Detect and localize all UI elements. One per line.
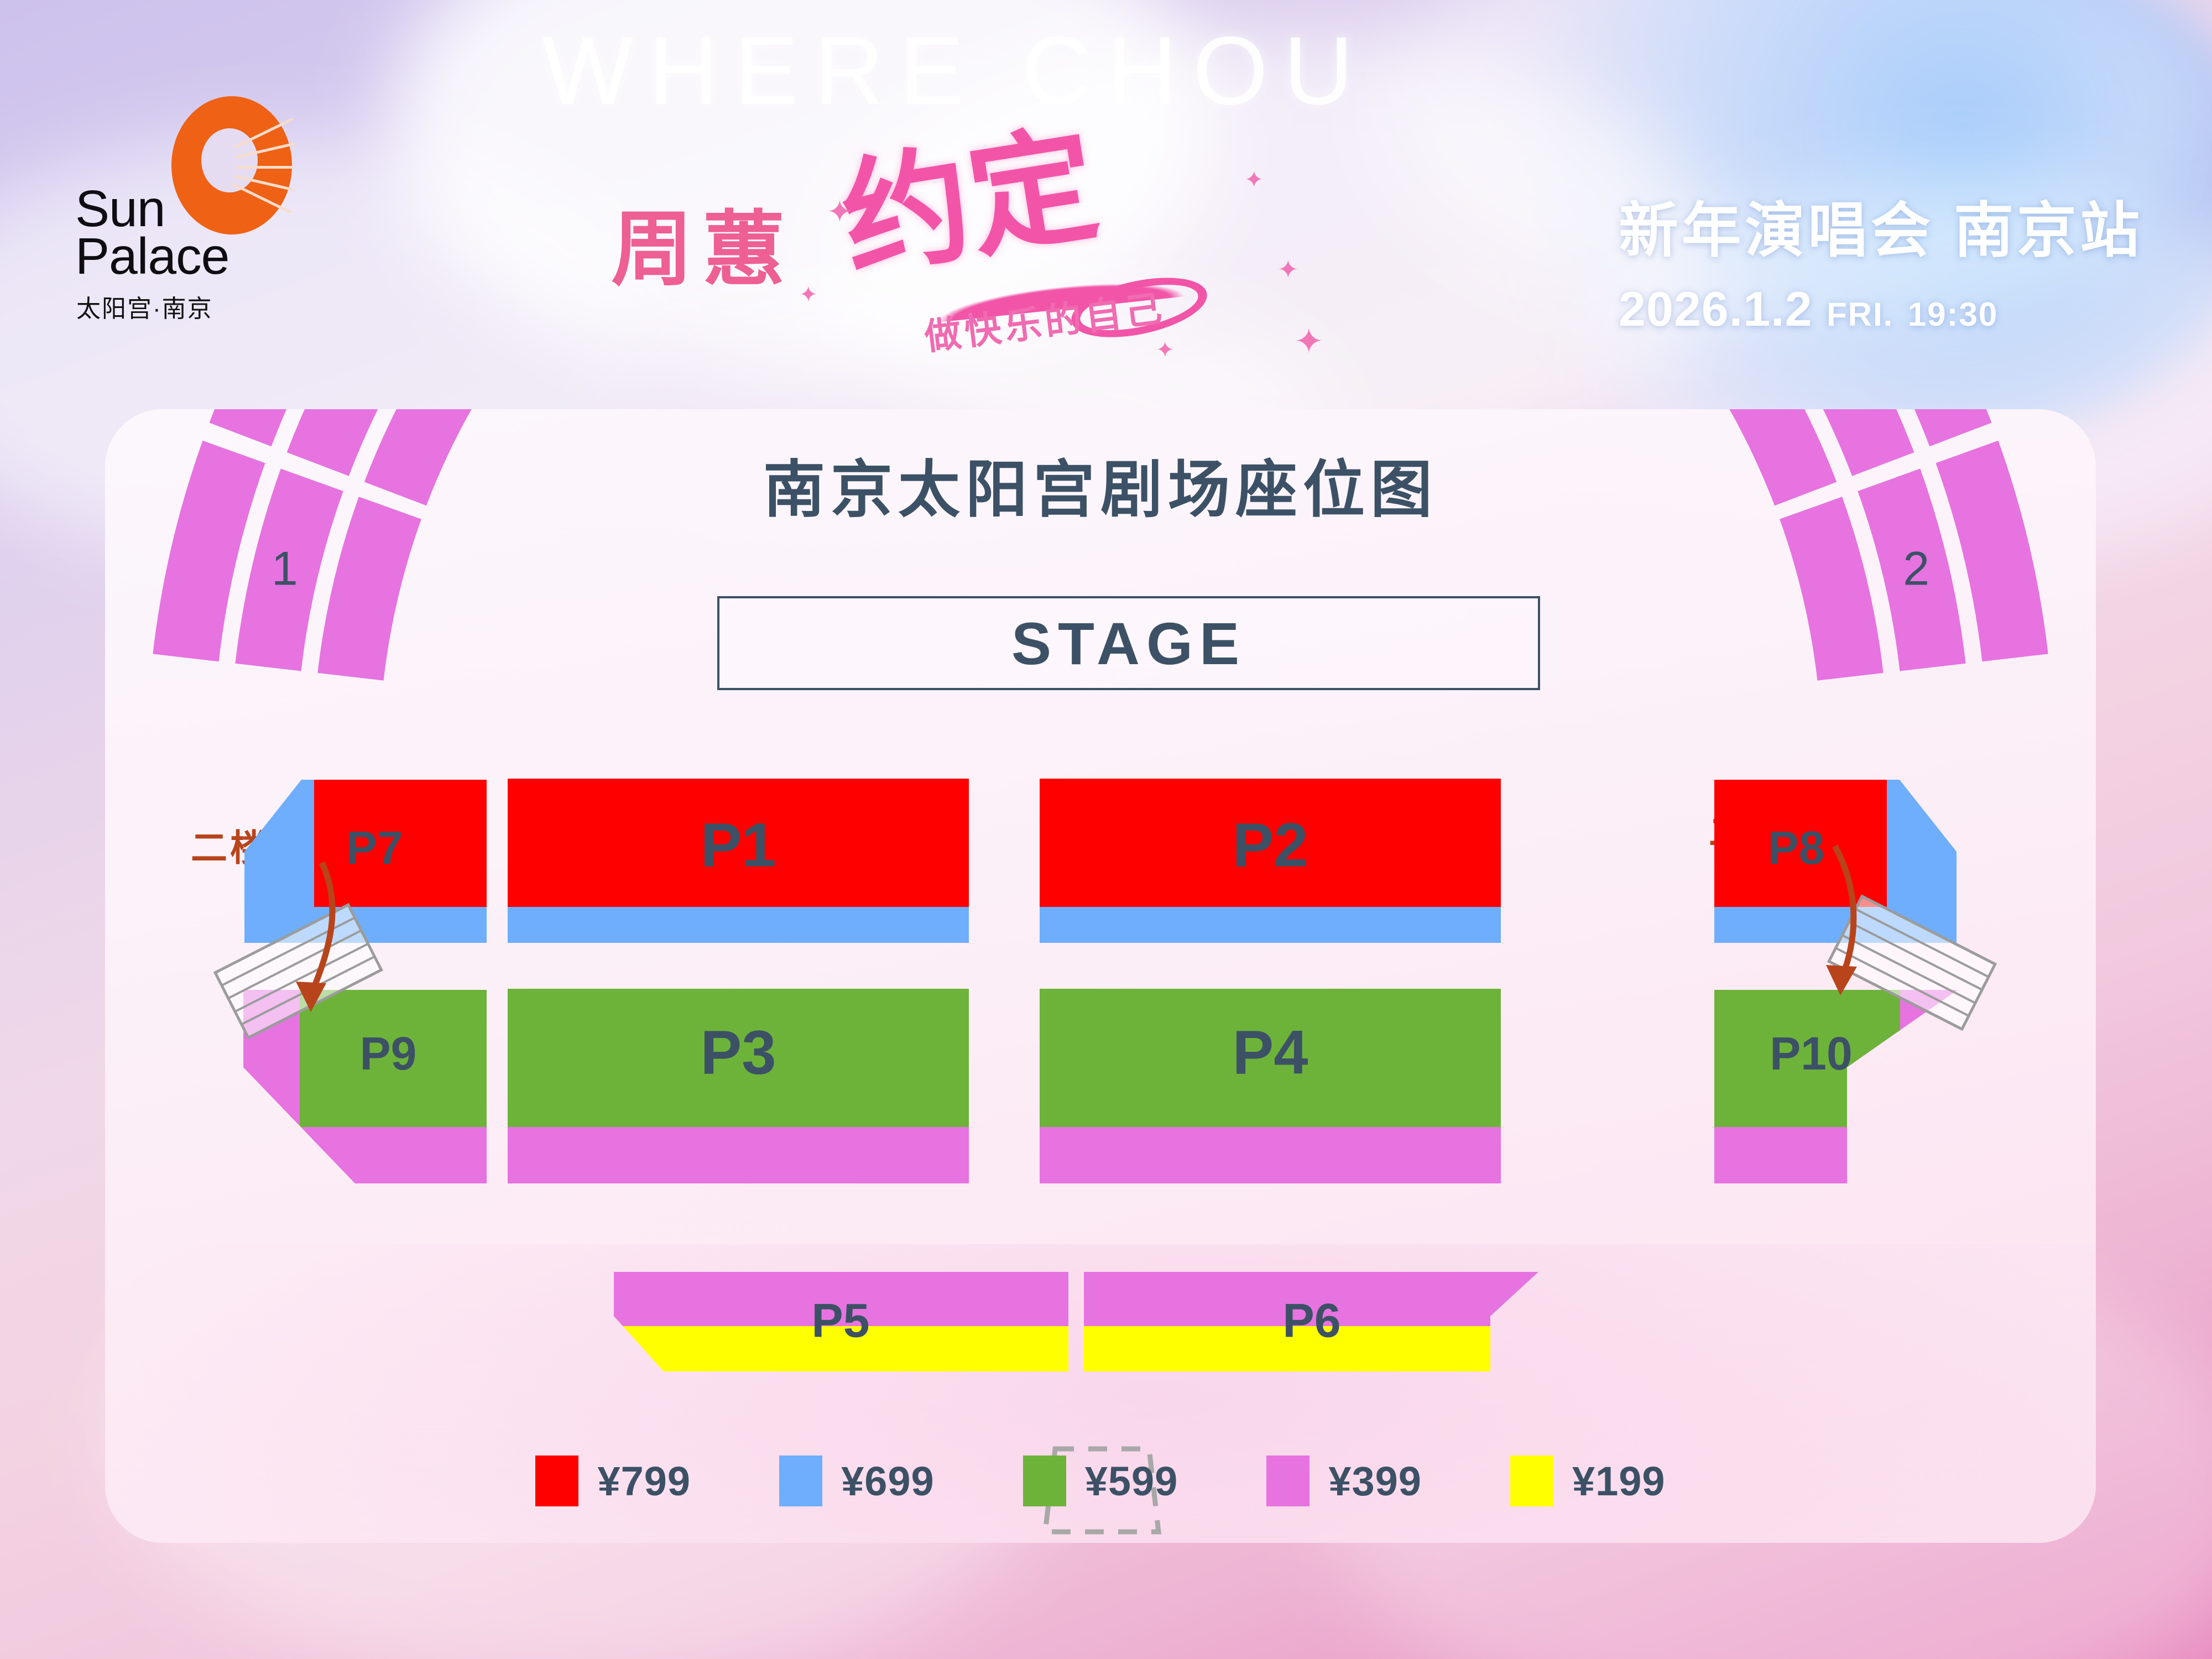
legend-item[interactable]: ¥399 xyxy=(1266,1455,1422,1506)
balcony-section[interactable] xyxy=(317,497,421,681)
balcony-section-label: 2 xyxy=(1903,542,1929,596)
balcony-section[interactable] xyxy=(364,409,503,506)
sun-ray-icon xyxy=(236,166,294,169)
legend-item[interactable]: ¥199 xyxy=(1510,1455,1666,1506)
event-info: 新年演唱会 南京站 2026.1.2 FRI. 19:30 xyxy=(1619,182,2143,337)
floor-block-P5[interactable]: P5 xyxy=(612,1271,1071,1371)
sun-palace-logo: Sun Palace 太阳宫·南京 xyxy=(71,82,295,322)
balcony-right: 24681012 xyxy=(1698,409,2048,681)
legend-label: ¥799 xyxy=(597,1458,691,1504)
seatmap-card: 南京太阳宫剧场座位图 STAGE 二楼卡座 二楼卡座 P7 P1 xyxy=(105,409,2096,1543)
floor-block-label: P6 xyxy=(1282,1295,1340,1348)
sparkle-icon: ✦ xyxy=(1244,166,1264,192)
event-weekday: FRI. xyxy=(1826,296,1894,333)
sparkle-icon: ✦ xyxy=(1156,338,1175,362)
booth-arrow-left-icon xyxy=(296,861,336,1012)
floor-block-P2[interactable]: P2 xyxy=(1040,779,1501,943)
sparkle-icon: ✦ xyxy=(827,194,853,229)
floor-block-label: P1 xyxy=(701,811,776,880)
balcony-section-label: 1 xyxy=(272,542,298,596)
floor-block-label: P5 xyxy=(811,1295,869,1348)
legend-swatch-399 xyxy=(1266,1455,1310,1506)
balcony-section[interactable] xyxy=(1936,440,2048,662)
event-datetime: 2026.1.2 FRI. 19:30 xyxy=(1619,281,2143,337)
balcony-section[interactable] xyxy=(1858,468,1966,671)
legend-label: ¥399 xyxy=(1328,1458,1422,1504)
floor-block-P3[interactable]: P3 xyxy=(508,989,969,1183)
legend-label: ¥599 xyxy=(1084,1458,1178,1504)
legend-item[interactable]: ¥699 xyxy=(779,1455,935,1506)
sparkle-icon: ✦ xyxy=(799,283,818,307)
floor-block-P1[interactable]: P1 xyxy=(508,779,969,943)
legend-item[interactable]: ¥799 xyxy=(535,1455,691,1506)
floor-block-P7[interactable]: P7 xyxy=(244,779,489,943)
sparkle-icon: ✦ xyxy=(1277,255,1299,284)
page-title: 南京太阳宫剧场座位图 xyxy=(763,455,1438,524)
floor-block-label: P3 xyxy=(701,1018,776,1087)
booth-seats-right[interactable] xyxy=(1827,894,1997,1031)
sparkle-icon: ✦ xyxy=(1294,321,1324,361)
floor-block-P8[interactable]: P8 xyxy=(1712,779,1957,943)
legend-swatch-799 xyxy=(535,1455,579,1506)
brand-name-cn: 太阳宫·南京 xyxy=(76,295,213,322)
price-legend: ¥799 ¥699 ¥599 ¥399 ¥199 xyxy=(105,1455,2096,1506)
seatmap-svg: P7 P1 P2 P8 P9 P3 xyxy=(153,409,2048,1535)
balcony-section[interactable] xyxy=(209,409,366,447)
floor-block-label: P7 xyxy=(346,822,403,874)
stage-block: STAGE xyxy=(717,596,1540,690)
legend-item[interactable]: ¥599 xyxy=(1022,1455,1178,1506)
event-name: 新年演唱会 南京站 xyxy=(1618,197,2143,264)
hero-artist-cn: 周蕙 xyxy=(611,204,795,295)
brand-name-en: Sun Palace xyxy=(75,180,229,285)
hero-script-cn: 约定 xyxy=(832,112,1107,293)
balcony-section[interactable] xyxy=(1835,409,1992,447)
legend-swatch-199 xyxy=(1510,1455,1553,1506)
legend-label: ¥699 xyxy=(841,1458,935,1504)
balcony-section[interactable] xyxy=(153,440,265,662)
hero-title-en: WHERE CHOU xyxy=(542,17,1369,125)
legend-swatch-699 xyxy=(779,1455,823,1506)
balcony-section[interactable] xyxy=(1780,497,1884,681)
floor-block-P10[interactable]: P10 xyxy=(1712,989,1958,1183)
balcony-left: 1357911 xyxy=(153,409,503,681)
hero-title-art: WHERE CHOU 周蕙 约定 做快乐的自己 ✦ ✦ ✦ ✦ ✦ ✦ xyxy=(0,0,1493,409)
legend-swatch-599 xyxy=(1022,1455,1066,1506)
balcony-section[interactable] xyxy=(1698,409,1837,506)
event-date: 2026.1.2 xyxy=(1618,281,1813,336)
floor-block-label: P8 xyxy=(1768,822,1825,874)
floor-block-label: P2 xyxy=(1233,811,1308,880)
booth-arrow-right-icon xyxy=(1826,844,1857,995)
sun-ring-icon xyxy=(171,96,292,234)
control-booth xyxy=(1042,1446,1162,1535)
balcony-section[interactable] xyxy=(1767,409,1914,476)
floor-block-label: P10 xyxy=(1770,1027,1852,1079)
floor-block-P6[interactable]: P6 xyxy=(1082,1271,1541,1371)
floor-block-P4[interactable]: P4 xyxy=(1040,989,1501,1183)
floor-block-label: P4 xyxy=(1233,1018,1308,1087)
floor-block-P9[interactable]: P9 xyxy=(243,989,488,1183)
floor-block-label: P9 xyxy=(360,1027,417,1079)
stage-label: STAGE xyxy=(1011,609,1246,677)
balcony-section[interactable] xyxy=(235,468,343,671)
legend-label: ¥199 xyxy=(1572,1458,1666,1504)
event-time: 19:30 xyxy=(1907,296,1999,333)
balcony-section[interactable] xyxy=(286,409,434,476)
